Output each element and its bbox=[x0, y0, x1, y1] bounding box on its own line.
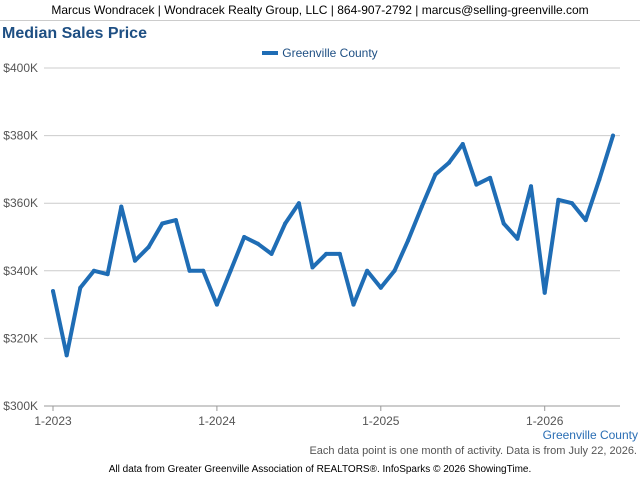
data-point[interactable] bbox=[529, 184, 534, 189]
y-tick-label: $360K bbox=[3, 196, 38, 210]
data-point[interactable] bbox=[132, 258, 137, 263]
y-tick-label: $380K bbox=[3, 129, 38, 143]
region-label: Greenville County bbox=[542, 428, 638, 442]
data-point[interactable] bbox=[611, 133, 615, 138]
data-point[interactable] bbox=[583, 218, 588, 223]
data-point[interactable] bbox=[146, 245, 151, 250]
data-note: Each data point is one month of activity… bbox=[309, 445, 637, 457]
x-tick-label: 1-2025 bbox=[362, 414, 400, 428]
data-point[interactable] bbox=[419, 204, 424, 209]
data-point[interactable] bbox=[310, 265, 315, 270]
series-group bbox=[51, 133, 615, 358]
data-point[interactable] bbox=[228, 268, 233, 273]
data-point[interactable] bbox=[64, 353, 69, 358]
contact-header: Marcus Wondracek | Wondracek Realty Grou… bbox=[0, 0, 640, 21]
data-point[interactable] bbox=[474, 182, 479, 187]
data-point[interactable] bbox=[119, 204, 124, 209]
data-point[interactable] bbox=[542, 290, 547, 295]
data-credit: All data from Greater Greenville Associa… bbox=[108, 464, 532, 475]
data-point[interactable] bbox=[255, 241, 260, 246]
data-point[interactable] bbox=[269, 251, 274, 256]
data-point[interactable] bbox=[365, 268, 370, 273]
data-point[interactable] bbox=[91, 268, 96, 273]
data-point[interactable] bbox=[337, 251, 342, 256]
data-point[interactable] bbox=[597, 177, 602, 182]
x-tick-label: 1-2026 bbox=[526, 414, 564, 428]
x-tick-label: 1-2024 bbox=[198, 414, 236, 428]
data-point[interactable] bbox=[187, 268, 192, 273]
data-point[interactable] bbox=[515, 236, 520, 241]
data-point[interactable] bbox=[488, 175, 493, 180]
data-point[interactable] bbox=[460, 142, 465, 147]
data-point[interactable] bbox=[433, 172, 438, 177]
y-tick-label: $300K bbox=[3, 399, 38, 413]
legend[interactable]: Greenville County bbox=[0, 46, 640, 60]
series-line[interactable] bbox=[51, 133, 615, 358]
y-tick-label: $340K bbox=[3, 264, 38, 278]
data-point[interactable] bbox=[570, 201, 575, 206]
y-tick-label: $320K bbox=[3, 331, 38, 345]
data-point[interactable] bbox=[351, 302, 356, 307]
data-point[interactable] bbox=[242, 235, 247, 239]
data-point[interactable] bbox=[201, 268, 206, 273]
data-point[interactable] bbox=[283, 221, 288, 226]
data-point[interactable] bbox=[556, 197, 561, 202]
data-point[interactable] bbox=[214, 302, 219, 307]
data-point[interactable] bbox=[160, 221, 165, 226]
data-point[interactable] bbox=[51, 289, 55, 294]
data-point[interactable] bbox=[105, 272, 110, 277]
chart-title: Median Sales Price bbox=[2, 25, 147, 42]
grid-lines bbox=[44, 67, 620, 407]
data-point[interactable] bbox=[173, 218, 178, 223]
data-point[interactable] bbox=[406, 238, 411, 243]
x-tick-label: 1-2023 bbox=[34, 414, 72, 428]
legend-swatch bbox=[262, 50, 279, 55]
x-axis-ticks: 1-2023 1-2024 1-2025 1-2026 bbox=[34, 406, 564, 428]
data-point[interactable] bbox=[324, 251, 329, 256]
data-point[interactable] bbox=[78, 285, 83, 290]
data-point[interactable] bbox=[296, 201, 301, 206]
data-point[interactable] bbox=[392, 268, 397, 273]
legend-label: Greenville County bbox=[282, 46, 378, 60]
y-axis-ticks: $300K $320K $340K $360K $380K $400K bbox=[3, 61, 38, 413]
y-tick-label: $400K bbox=[3, 61, 38, 75]
data-point[interactable] bbox=[447, 160, 452, 165]
data-point[interactable] bbox=[501, 221, 506, 226]
data-point[interactable] bbox=[378, 285, 383, 290]
